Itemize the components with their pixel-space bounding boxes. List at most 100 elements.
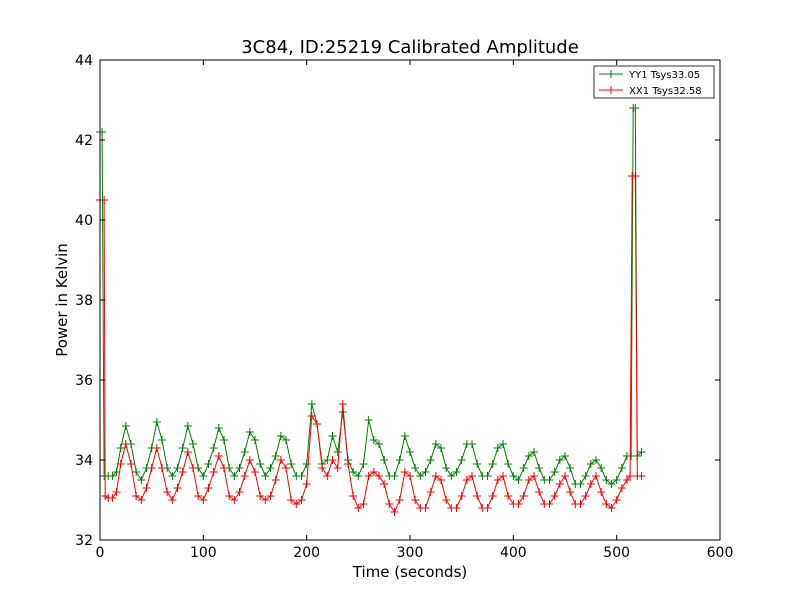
data-point <box>158 464 166 472</box>
data-point <box>406 472 414 480</box>
data-point <box>158 436 166 444</box>
data-point <box>468 472 476 480</box>
data-point <box>230 496 239 504</box>
data-point <box>235 488 244 496</box>
data-point <box>452 468 461 476</box>
data-point <box>313 420 321 428</box>
data-point <box>592 472 600 480</box>
data-point <box>400 468 409 476</box>
data-point <box>209 444 218 452</box>
data-point <box>545 476 554 484</box>
data-point <box>354 472 363 480</box>
data-point <box>395 456 404 464</box>
data-point <box>209 468 218 476</box>
data-point <box>121 440 130 448</box>
chart-title: 3C84, ID:25219 Calibrated Amplitude <box>241 37 579 58</box>
data-point <box>189 464 197 472</box>
data-point <box>390 508 399 516</box>
data-point <box>220 436 228 444</box>
data-point <box>369 436 378 444</box>
plot-frame <box>99 59 721 541</box>
data-point <box>359 460 368 468</box>
data-point <box>457 456 466 464</box>
data-point <box>251 468 259 476</box>
data-point <box>545 500 554 508</box>
data-point <box>509 472 518 480</box>
data-point <box>287 496 296 504</box>
data-point <box>98 128 107 136</box>
data-point <box>240 472 249 480</box>
data-point <box>612 476 621 484</box>
data-point <box>349 468 358 476</box>
data-point <box>261 472 270 480</box>
data-point <box>178 444 187 452</box>
data-point <box>592 456 600 464</box>
data-point <box>514 476 523 484</box>
y-tick-label: 42 <box>75 133 93 149</box>
data-point <box>380 480 389 488</box>
data-point <box>483 504 492 512</box>
data-point <box>535 464 544 472</box>
data-point <box>137 476 146 484</box>
data-point <box>493 476 502 484</box>
data-point <box>344 460 352 468</box>
data-point <box>256 460 265 468</box>
data-point <box>152 418 161 426</box>
data-point <box>214 452 223 460</box>
data-point <box>276 456 285 464</box>
series-line <box>100 107 642 485</box>
data-point <box>163 488 172 496</box>
data-point <box>137 496 146 504</box>
data-point <box>116 460 125 468</box>
data-point <box>421 504 430 512</box>
data-point <box>586 480 595 488</box>
data-point <box>108 472 117 480</box>
data-point <box>411 464 420 472</box>
data-point <box>127 460 135 468</box>
data-point <box>287 460 296 468</box>
y-tick-label: 36 <box>75 373 93 389</box>
series-xx1 <box>96 172 646 516</box>
data-point <box>607 480 616 488</box>
data-point <box>297 496 306 504</box>
data-point <box>416 472 425 480</box>
data-point <box>375 440 383 448</box>
data-point <box>173 484 182 492</box>
legend-box <box>593 65 715 99</box>
data-point <box>380 456 389 464</box>
data-point <box>390 472 399 480</box>
data-point <box>333 448 342 456</box>
data-point <box>302 460 311 468</box>
data-point <box>431 440 440 448</box>
data-point <box>431 472 440 480</box>
series-yy1 <box>96 104 646 488</box>
data-point <box>100 196 109 204</box>
data-point <box>581 492 590 500</box>
x-tick-label: 100 <box>190 545 217 561</box>
data-point <box>483 472 492 480</box>
data-point <box>132 492 141 500</box>
data-point <box>225 492 234 500</box>
data-point <box>142 484 151 492</box>
data-point <box>617 484 626 492</box>
data-point <box>183 448 192 456</box>
data-point <box>447 472 456 480</box>
data-point <box>121 422 130 430</box>
data-point <box>524 476 533 484</box>
data-point <box>375 472 383 480</box>
data-point <box>400 432 409 440</box>
data-point <box>214 424 223 432</box>
data-point <box>328 456 337 464</box>
data-point <box>333 464 342 472</box>
legend-marker-yy1 <box>607 70 615 78</box>
data-point <box>442 496 451 504</box>
data-point <box>266 464 275 472</box>
data-point <box>473 460 482 468</box>
data-point <box>411 496 420 504</box>
data-point <box>199 472 208 480</box>
data-point <box>173 464 182 472</box>
x-tick-label: 600 <box>707 545 734 561</box>
y-tick-label: 34 <box>75 453 93 469</box>
data-point <box>437 444 445 452</box>
